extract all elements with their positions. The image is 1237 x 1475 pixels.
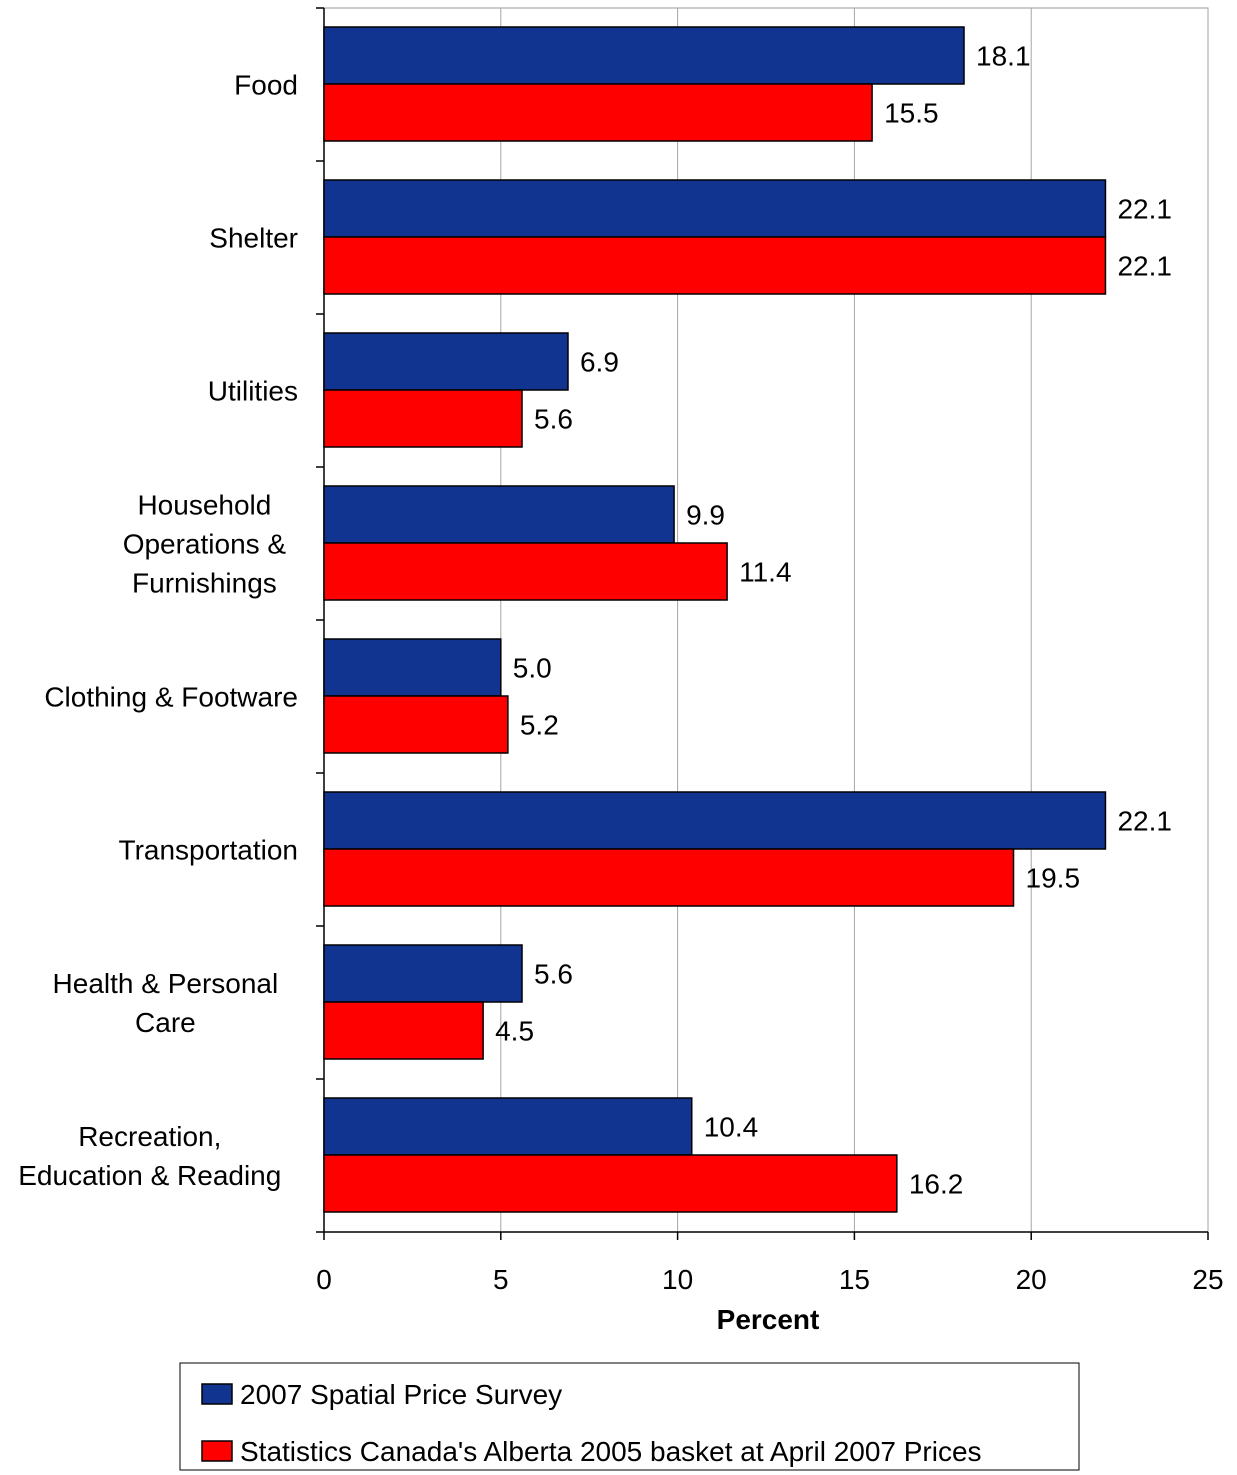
x-tick-label: 25 xyxy=(1192,1264,1223,1295)
data-label: 19.5 xyxy=(1026,863,1081,894)
legend-label: 2007 Spatial Price Survey xyxy=(240,1379,562,1410)
bar xyxy=(323,83,873,142)
bar xyxy=(323,389,523,448)
data-label: 18.1 xyxy=(976,41,1031,72)
data-label: 9.9 xyxy=(686,500,725,531)
x-tick-label: 15 xyxy=(839,1264,870,1295)
data-label: 11.4 xyxy=(739,557,791,588)
data-label: 22.1 xyxy=(1117,251,1172,282)
category-label: Transportation xyxy=(119,835,299,866)
bar xyxy=(323,791,1107,850)
category-label: Utilities xyxy=(208,376,298,407)
data-label: 22.1 xyxy=(1117,806,1172,837)
x-tick-label: 0 xyxy=(316,1264,332,1295)
data-label: 15.5 xyxy=(884,98,939,129)
category-label: Food xyxy=(234,70,298,101)
data-label: 5.6 xyxy=(534,959,573,990)
bar xyxy=(323,638,502,697)
category-label: Recreation, Education & Reading xyxy=(18,1121,281,1191)
bar xyxy=(323,1097,693,1156)
data-label: 6.9 xyxy=(580,347,619,378)
legend-swatch xyxy=(201,1383,233,1405)
bar xyxy=(323,848,1015,907)
data-label: 5.6 xyxy=(534,404,573,435)
data-label: 4.5 xyxy=(495,1016,534,1047)
legend-swatch xyxy=(201,1440,233,1462)
bar xyxy=(323,944,523,1003)
legend-label: Statistics Canada's Alberta 2005 basket … xyxy=(240,1436,982,1467)
bar xyxy=(323,542,728,601)
x-tick-label: 5 xyxy=(493,1264,509,1295)
bar xyxy=(323,236,1107,295)
legend-box xyxy=(179,1362,1080,1471)
x-tick-label: 10 xyxy=(662,1264,693,1295)
data-label: 5.0 xyxy=(513,653,552,684)
bar xyxy=(323,1001,484,1060)
bar xyxy=(323,1154,898,1213)
category-label: Clothing & Footware xyxy=(44,682,298,713)
bar xyxy=(323,179,1107,238)
data-label: 5.2 xyxy=(520,710,559,741)
data-label: 16.2 xyxy=(909,1169,964,1200)
category-label: Health & Personal Care xyxy=(53,968,279,1038)
bar xyxy=(323,695,509,754)
category-label: Household Operations & Furnishings xyxy=(123,490,287,599)
bar xyxy=(323,485,675,544)
x-axis-title: Percent xyxy=(717,1304,820,1335)
data-label: 22.1 xyxy=(1117,194,1172,225)
bar xyxy=(323,26,965,85)
x-tick-label: 20 xyxy=(1016,1264,1047,1295)
bar xyxy=(323,332,569,391)
category-label: Shelter xyxy=(209,223,298,254)
data-label: 10.4 xyxy=(704,1112,759,1143)
